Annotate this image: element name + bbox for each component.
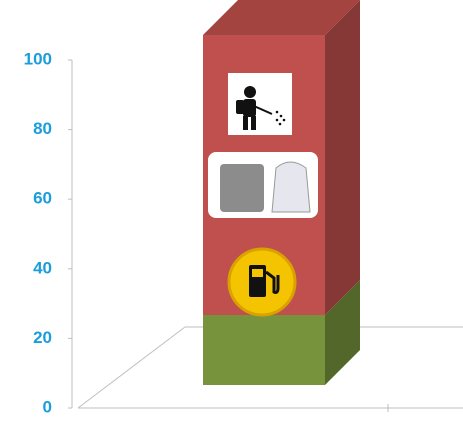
bar (203, 315, 325, 385)
y-tick-label: 80 (33, 119, 52, 138)
bag-icon (271, 161, 311, 213)
y-tick-label: 100 (24, 49, 52, 68)
y-tick-label: 20 (33, 328, 52, 347)
bar-top (203, 0, 360, 35)
y-tick-label: 0 (43, 397, 52, 416)
bar-side (325, 0, 360, 315)
sprayer-icon (236, 86, 286, 130)
fuel-pump-window (252, 269, 263, 277)
bag-icon (220, 164, 264, 212)
y-tick-label: 60 (33, 189, 52, 208)
floor-edge (77, 326, 186, 409)
icons (208, 73, 318, 317)
y-tick-label: 40 (33, 258, 52, 277)
fuel-hose (265, 270, 280, 294)
